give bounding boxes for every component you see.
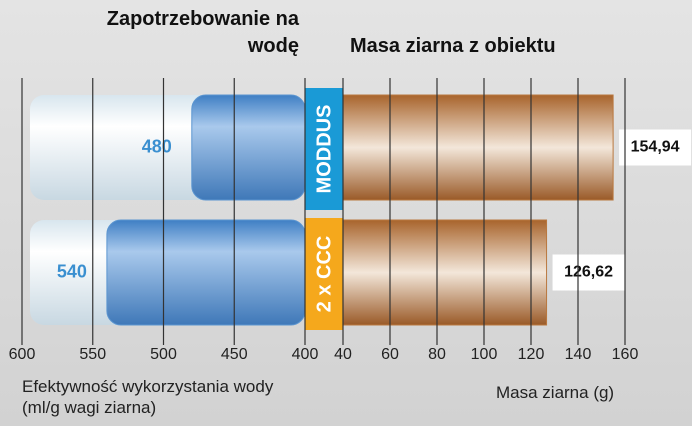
bar	[192, 95, 305, 200]
value-label: 126,62	[564, 264, 613, 281]
x-tick-label: 140	[565, 346, 592, 363]
chart-svg: MODDUS 2 x CCC 480 540 600 550 500 450 400 154,94…	[0, 0, 692, 426]
category-label: MODDUS	[313, 105, 335, 194]
right-axis-label: Masa ziarna (g)	[496, 382, 686, 403]
x-tick-label: 80	[428, 346, 446, 363]
bar	[343, 220, 547, 325]
right-title: Masa ziarna z obiektu	[350, 33, 650, 60]
value-label: 480	[142, 136, 172, 156]
category-label: 2 x CCC	[313, 236, 335, 313]
x-tick-label: 120	[518, 346, 545, 363]
x-tick-label: 40	[334, 346, 352, 363]
left-title: Zapotrzebowanie na wodę	[87, 6, 299, 60]
x-tick-label: 450	[221, 346, 248, 363]
x-tick-label: 500	[150, 346, 177, 363]
value-label: 540	[57, 261, 87, 281]
bar	[343, 95, 613, 200]
x-tick-label: 400	[292, 346, 319, 363]
x-tick-label: 550	[79, 346, 106, 363]
x-tick-label: 100	[471, 346, 498, 363]
left-axis-label: Efektywność wykorzystania wody (ml/g wag…	[22, 376, 292, 418]
chart: MODDUS 2 x CCC 480 540 600 550 500 450 400 154,94…	[0, 0, 692, 426]
value-label: 154,94	[631, 139, 680, 156]
x-tick-label: 160	[612, 346, 639, 363]
x-tick-label: 600	[9, 346, 36, 363]
bar	[107, 220, 305, 325]
x-tick-label: 60	[381, 346, 399, 363]
